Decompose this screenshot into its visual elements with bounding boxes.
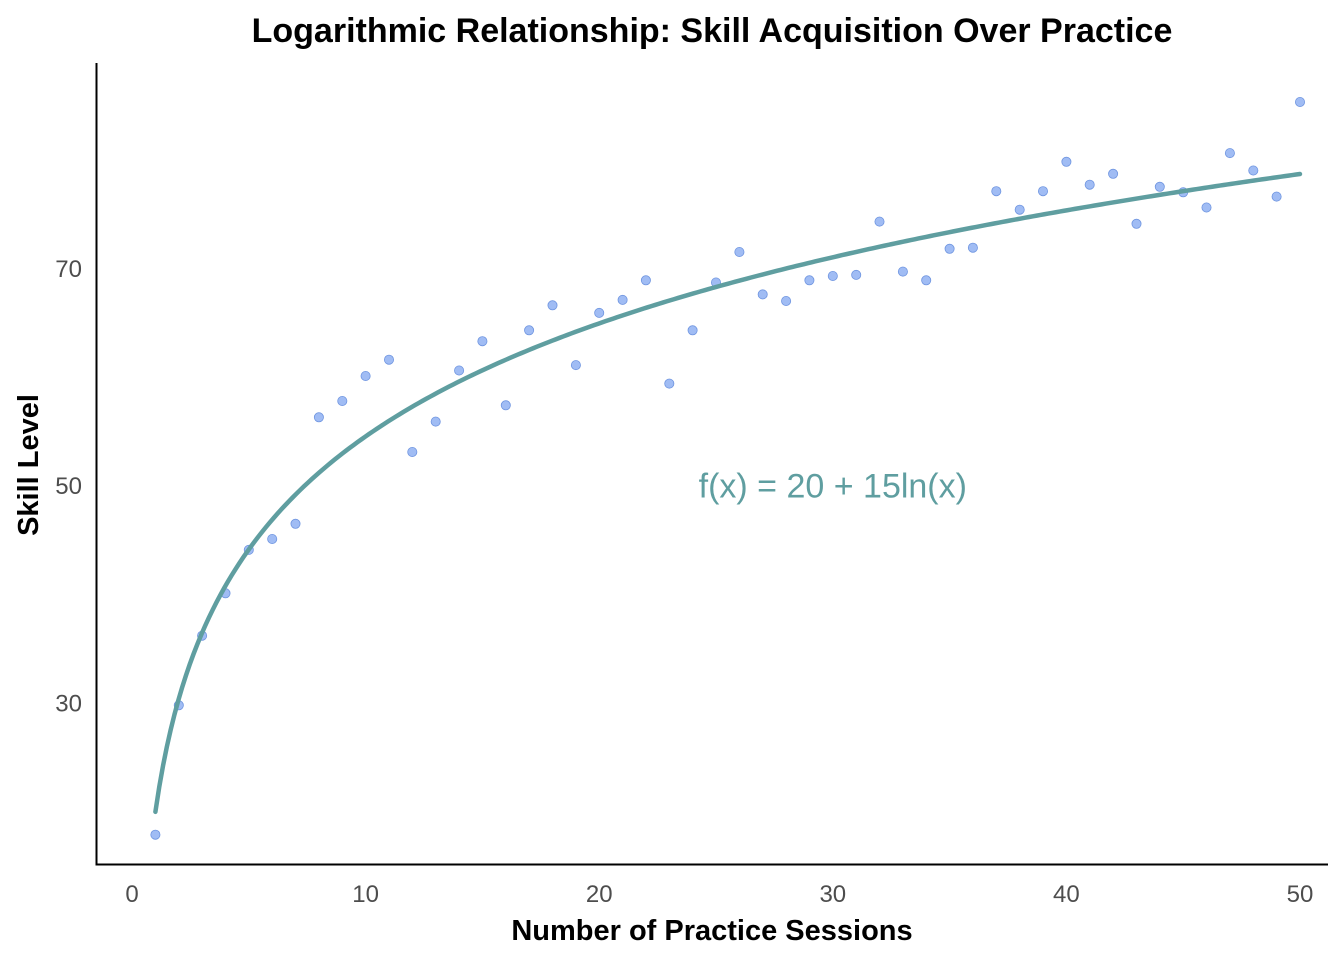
data-point [1271, 191, 1282, 202]
data-point [991, 186, 1002, 197]
fit-curve [153, 171, 1303, 815]
data-point [617, 294, 628, 305]
y-tick-label: 30 [55, 691, 82, 718]
data-point [1154, 181, 1165, 192]
data-point [500, 400, 511, 411]
data-point [1201, 202, 1212, 213]
data-point [290, 518, 301, 529]
data-point [360, 370, 371, 381]
data-point [337, 395, 348, 406]
data-point [1131, 218, 1142, 229]
y-axis-label: Skill Level [13, 394, 45, 536]
data-point [407, 446, 418, 457]
x-tick-label: 40 [1053, 881, 1080, 908]
data-point [570, 360, 581, 371]
data-point [781, 295, 792, 306]
y-tick-label: 50 [55, 473, 82, 500]
data-point [851, 269, 862, 280]
data-point [1038, 186, 1049, 197]
data-point [687, 325, 698, 336]
chart-title: Logarithmic Relationship: Skill Acquisit… [252, 12, 1173, 50]
data-point [1224, 148, 1235, 159]
y-tick-labels: 30 50 70 [55, 256, 82, 718]
x-tick-label: 10 [352, 881, 379, 908]
data-point [640, 275, 651, 286]
data-point [1014, 204, 1025, 215]
data-point [897, 266, 908, 277]
x-tick-labels: 0 10 20 30 40 50 [125, 881, 1313, 908]
x-tick-label: 0 [125, 881, 138, 908]
x-tick-label: 50 [1287, 881, 1314, 908]
data-point [267, 534, 278, 545]
data-point [477, 336, 488, 347]
data-point [454, 365, 465, 376]
data-point [430, 416, 441, 427]
data-point [827, 270, 838, 281]
data-point [594, 307, 605, 318]
y-tick-label: 70 [55, 256, 82, 283]
data-point [1061, 156, 1072, 167]
data-point [1108, 168, 1119, 179]
data-point [967, 242, 978, 253]
formula-annotation: f(x) = 20 + 15ln(x) [699, 468, 967, 506]
data-point [313, 412, 324, 423]
data-point [664, 378, 675, 389]
data-point [524, 325, 535, 336]
data-point [804, 275, 815, 286]
data-point [874, 216, 885, 227]
x-axis-label: Number of Practice Sessions [511, 915, 912, 947]
data-point [921, 275, 932, 286]
data-point [547, 300, 558, 311]
data-point [1295, 97, 1306, 108]
data-point [1084, 179, 1095, 190]
data-point [150, 829, 161, 840]
x-tick-label: 20 [586, 881, 613, 908]
data-point [383, 354, 394, 365]
data-point [1248, 165, 1259, 176]
data-points [150, 97, 1306, 840]
data-point [944, 243, 955, 254]
data-point [734, 246, 745, 257]
x-tick-label: 30 [819, 881, 846, 908]
data-point [757, 289, 768, 300]
